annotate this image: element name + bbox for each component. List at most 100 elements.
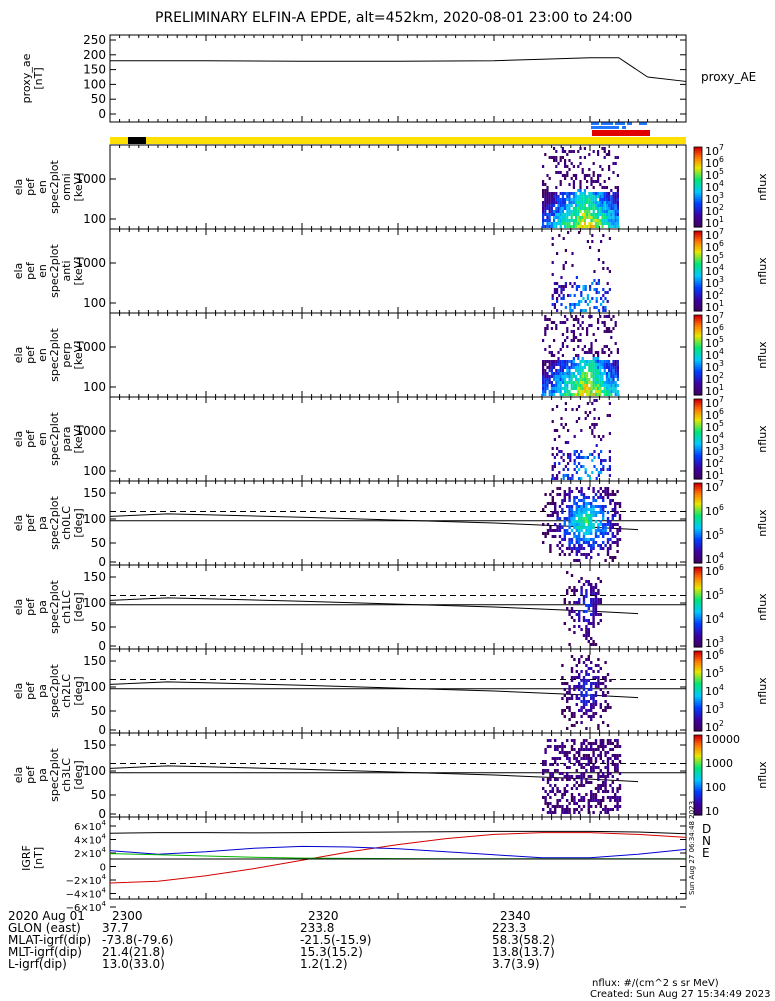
heat-cell [569,309,572,312]
ylabel-pa_ch2: ch2LC [60,674,73,708]
heat-cell [606,532,610,535]
heat-cell [602,529,605,532]
heat-cell [550,213,553,216]
colorbar-cell [694,641,702,644]
heat-cell [590,715,593,718]
heat-cell [581,201,584,204]
heat-cell [605,216,608,219]
heat-cell [594,222,597,225]
heat-cell [575,375,578,378]
heat-cell [580,487,583,490]
colorbar-cell [694,241,702,244]
colorbar-frame [693,230,703,312]
heat-cell [566,493,569,496]
heat-cell [570,315,573,318]
heat-cell [611,754,614,757]
heat-cell [568,201,571,204]
heat-cell [577,381,580,384]
heat-cell [542,210,545,213]
heat-cell [551,465,554,468]
heat-cell [572,393,575,396]
heat-cell [568,553,571,556]
heat-cell [602,459,605,462]
heat-cell [582,712,586,715]
heat-cell [550,327,553,330]
ylabel-pa_ch1: pa [36,600,49,614]
heat-cell [542,366,545,369]
heat-cell [592,586,595,589]
heat-cell [570,697,574,700]
heat-cell [608,150,611,153]
heat-cell [568,207,571,210]
heat-cell [544,333,547,336]
colorbar-cell [694,709,702,712]
heat-cell [564,204,567,207]
heat-cell [606,487,610,490]
heat-cell [583,363,586,366]
heat-cell [610,384,613,387]
heat-cell [544,493,547,496]
colorbar-cell [694,767,702,770]
heat-cell [609,499,612,502]
heat-cell [566,754,569,757]
superscript: 3 [719,191,724,200]
colorbar-label: nflux [756,341,769,369]
heat-cell [581,366,584,369]
heat-cell [602,748,605,751]
heat-cell [586,474,589,477]
heat-cell [561,682,564,685]
heat-cell [561,150,564,153]
heat-cell [616,198,619,201]
heat-cell [566,192,569,195]
ylabel-spec_omni: pef [24,177,37,196]
heat-cell [549,514,552,517]
heat-cell [563,520,566,523]
heat-cell [601,219,604,222]
heat-cell [563,493,566,496]
heat-cell [610,189,613,192]
heat-cell [549,739,552,742]
heat-cell [553,387,556,390]
heat-cell [549,550,552,553]
heat-cell [587,634,590,637]
heat-cell [585,664,588,667]
ephemeris-value: 13.8(13.7) [492,945,555,959]
colorbar-cell [694,281,702,284]
heat-cell [604,490,607,493]
heat-cell [580,577,583,580]
heat-cell [568,366,571,369]
heat-cell [546,207,549,210]
ephemeris-value: 58.3(58.2) [492,933,555,947]
heat-cell [544,532,547,535]
heat-cell [570,724,574,727]
colorbar-cell [694,781,702,784]
heat-cell [566,204,569,207]
heat-cell [566,808,569,811]
heat-cell [590,598,593,601]
heat-cell [563,622,566,625]
heat-cell [568,706,571,709]
heat-cell [561,213,564,216]
heat-cell [599,508,602,511]
heat-cell [564,177,567,180]
heat-cell [575,174,578,177]
heat-cell [564,150,567,153]
heat-cell [597,387,600,390]
ylabel-pa_ch3: [deg] [72,760,85,789]
heat-cell [592,748,595,751]
heat-cell [592,511,595,514]
ylabel-pa_ch0: [deg] [72,508,85,537]
heat-cell [568,547,571,550]
colorbar-cell [694,279,702,282]
heat-cell [582,661,586,664]
colorbar-cell [694,747,702,750]
colorbar-cell [694,645,702,648]
heat-cell [616,799,619,802]
heat-cell [601,225,604,228]
ylabel-pa_ch1: pef [24,597,37,616]
heat-cell [555,171,558,174]
heat-cell [563,775,566,778]
heat-cell [612,213,615,216]
heat-cell [568,811,571,814]
heat-cell [592,682,595,685]
